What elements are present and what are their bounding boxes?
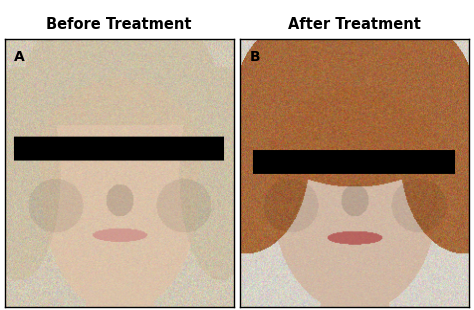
- Text: B: B: [250, 50, 260, 64]
- Text: After Treatment: After Treatment: [288, 17, 421, 32]
- Text: A: A: [14, 50, 25, 64]
- Text: Before Treatment: Before Treatment: [46, 17, 192, 32]
